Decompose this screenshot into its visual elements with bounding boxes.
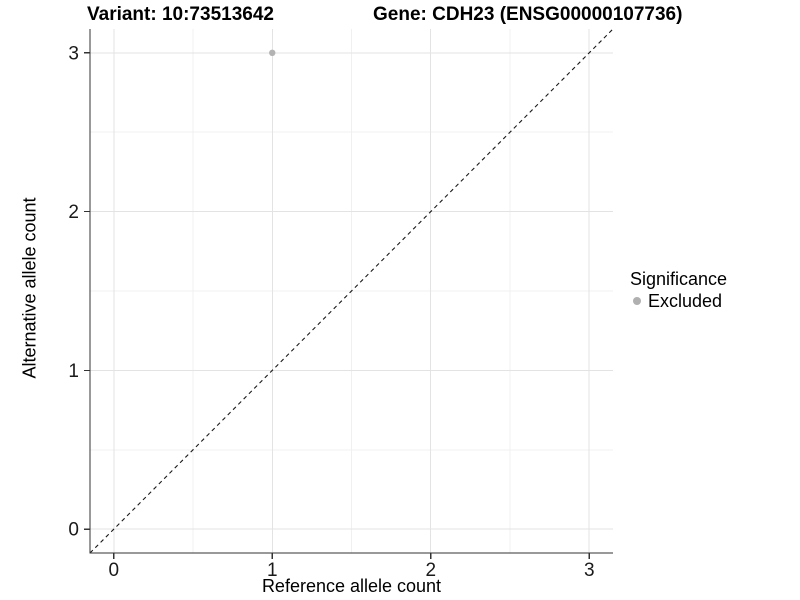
- legend: Significance Excluded: [630, 268, 727, 312]
- x-axis-title: Reference allele count: [261, 576, 442, 596]
- x-tick-label: 0: [108, 560, 119, 581]
- y-tick-label: 3: [68, 43, 79, 64]
- x-tick-label: 2: [425, 560, 436, 581]
- x-tick-label: 3: [584, 560, 595, 581]
- identity-line: [89, 28, 614, 554]
- legend-title: Significance: [630, 269, 728, 289]
- plot-title-variant: Variant: 10:73513642: [87, 4, 274, 25]
- y-tick-label: 1: [68, 361, 79, 382]
- y-tick-label: 0: [68, 520, 79, 541]
- legend-entry-label: Excluded: [648, 291, 723, 311]
- y-tick-label: 2: [68, 202, 79, 223]
- legend-entry-excluded: Excluded: [630, 290, 727, 312]
- x-tick-label: 1: [267, 560, 278, 581]
- data-point: [269, 49, 276, 57]
- legend-point-icon: [633, 297, 641, 305]
- plot-title-gene: Gene: CDH23 (ENSG00000107736): [373, 4, 683, 25]
- y-axis-title: Alternative allele count: [19, 197, 40, 379]
